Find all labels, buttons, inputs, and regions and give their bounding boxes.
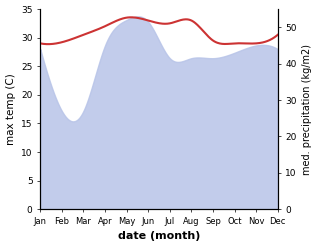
Y-axis label: med. precipitation (kg/m2): med. precipitation (kg/m2) <box>302 44 313 175</box>
X-axis label: date (month): date (month) <box>118 231 200 242</box>
Y-axis label: max temp (C): max temp (C) <box>5 73 16 145</box>
